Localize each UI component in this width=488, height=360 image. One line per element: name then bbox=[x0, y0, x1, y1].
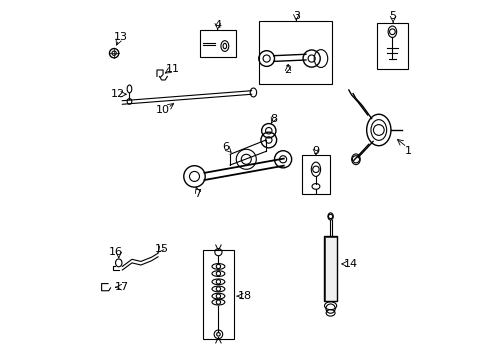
Bar bbox=[323, 237, 337, 301]
Text: 5: 5 bbox=[389, 12, 396, 21]
Bar bbox=[301, 155, 329, 194]
Text: 3: 3 bbox=[292, 11, 299, 21]
Text: 10: 10 bbox=[156, 105, 170, 115]
Text: 17: 17 bbox=[115, 282, 129, 292]
Bar bbox=[203, 250, 233, 339]
Bar bbox=[324, 237, 336, 301]
Bar bbox=[376, 23, 407, 69]
Text: 1: 1 bbox=[405, 146, 411, 156]
Text: 2: 2 bbox=[284, 65, 291, 75]
Bar bbox=[200, 30, 235, 57]
Text: 13: 13 bbox=[114, 32, 128, 42]
Text: 16: 16 bbox=[109, 247, 122, 257]
Text: 7: 7 bbox=[193, 189, 201, 199]
Text: 11: 11 bbox=[165, 64, 179, 73]
Text: 12: 12 bbox=[110, 89, 124, 99]
Text: 6: 6 bbox=[222, 142, 229, 152]
Text: 4: 4 bbox=[214, 19, 221, 30]
Text: 8: 8 bbox=[270, 113, 277, 123]
Text: 15: 15 bbox=[154, 244, 168, 253]
Text: 14: 14 bbox=[343, 259, 357, 269]
Bar bbox=[258, 21, 331, 84]
Text: 18: 18 bbox=[237, 291, 251, 301]
Text: 9: 9 bbox=[312, 146, 319, 156]
